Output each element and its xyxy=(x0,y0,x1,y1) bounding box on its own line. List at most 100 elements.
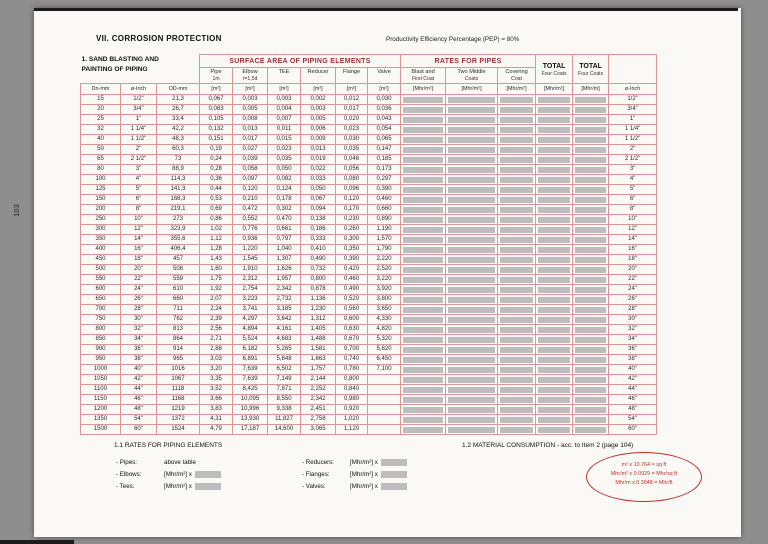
inch-cell: 10" xyxy=(608,214,658,225)
area-cell: 0,120 xyxy=(335,194,369,205)
blank-rate-box xyxy=(448,246,496,253)
blank-rate-box xyxy=(500,216,534,223)
column-header: Elbow r=1,5d xyxy=(232,67,269,84)
rate-cell xyxy=(445,394,499,405)
area-cell: 0,936 xyxy=(232,234,269,245)
area-cell: 2,71 xyxy=(199,334,234,345)
area-cell: 2,732 xyxy=(267,294,302,305)
blank-rate-box xyxy=(448,416,496,423)
size-cell: 914 xyxy=(155,344,201,355)
rate-cell xyxy=(572,304,610,315)
inch-cell: 16" xyxy=(608,244,658,255)
area-cell: 0,035 xyxy=(335,144,369,155)
table-row: 65 2 1/2" 73 0,24 0,039 0,035 0,019 0,046 0,185 2… xyxy=(80,154,658,165)
blank-rate-box xyxy=(500,396,534,403)
blank-rate-box xyxy=(448,296,496,303)
blank-rate-box xyxy=(448,256,496,263)
size-cell: 48" xyxy=(120,404,157,415)
area-cell: 0,890 xyxy=(367,214,402,225)
size-cell: 30" xyxy=(120,314,157,325)
area-cell: 0,560 xyxy=(335,304,369,315)
blank-rate-box xyxy=(575,406,607,413)
rate-cell xyxy=(497,304,537,315)
area-cell: 8,550 xyxy=(267,394,302,405)
size-cell: 36" xyxy=(120,344,157,355)
size-cell: 80 xyxy=(80,164,121,175)
area-cell: 1,136 xyxy=(300,294,337,305)
size-cell: 219,1 xyxy=(155,204,201,215)
blank-rate-box xyxy=(403,106,444,113)
size-cell: 1000 xyxy=(80,364,121,375)
blank-rate-box xyxy=(538,196,571,203)
area-cell: 4,683 xyxy=(267,334,302,345)
rate-cell xyxy=(445,314,499,325)
area-cell: 0,003 xyxy=(267,94,302,105)
column-header-line2: Coats xyxy=(464,76,479,82)
inch-cell: 1 1/4" xyxy=(608,124,658,135)
area-cell: 0,027 xyxy=(232,144,269,155)
area-cell: 0,661 xyxy=(267,224,302,235)
inch-cell: 22" xyxy=(608,274,658,285)
rate-cell xyxy=(497,134,537,145)
rate-cell xyxy=(535,124,574,135)
blank-rate-box xyxy=(575,236,607,243)
size-cell: 1372 xyxy=(155,414,201,425)
area-cell: 0,230 xyxy=(335,214,369,225)
blank-rate-box xyxy=(448,116,496,123)
size-cell: 1200 xyxy=(80,404,121,415)
rate-cell xyxy=(400,304,447,315)
area-cell: 0,082 xyxy=(267,174,302,185)
size-cell: 650 xyxy=(80,294,121,305)
rate-cell xyxy=(497,394,537,405)
blank-rate-box xyxy=(538,356,571,363)
blank-rate-box xyxy=(538,166,571,173)
blank-rate-box xyxy=(575,216,607,223)
area-cell: 1,581 xyxy=(300,344,337,355)
rate-cell xyxy=(445,284,499,295)
blank-rate-box xyxy=(575,166,607,173)
total-header-line1: TOTAL xyxy=(542,62,566,70)
size-cell: 33,4 xyxy=(155,114,201,125)
rate-cell xyxy=(400,244,447,255)
blank-rate-box xyxy=(575,296,607,303)
size-cell: 5" xyxy=(120,184,157,195)
table-row: 100 4" 114,3 0,36 0,097 0,082 0,033 0,080 0,297 4… xyxy=(80,174,658,185)
rate-cell xyxy=(572,154,610,165)
area-cell: 0,007 xyxy=(267,114,302,125)
rate-cell xyxy=(400,254,447,265)
area-cell: 0,015 xyxy=(267,134,302,145)
inch-cell: 24" xyxy=(608,284,658,295)
rate-cell xyxy=(445,374,499,385)
table-row: 950 38" 965 3,03 6,891 5,848 1,663 0,740 6,450 38… xyxy=(80,354,658,365)
area-cell: 2,56 xyxy=(199,324,234,335)
rate-cell xyxy=(535,364,574,375)
table-row: 1000 40" 1016 3,20 7,639 6,502 1,757 0,780 7,100… xyxy=(80,364,658,375)
rate-cell xyxy=(572,104,610,115)
size-cell: 3" xyxy=(120,164,157,175)
rate-cell xyxy=(400,364,447,375)
area-cell: 4,31 xyxy=(199,414,234,425)
rate-cell xyxy=(445,134,499,145)
table-row: 1350 54" 1372 4,31 13,930 11,827 2,758 1,020 54" xyxy=(80,414,658,425)
rate-cell xyxy=(535,264,574,275)
piping-table: 1. SAND BLASTING AND PAINTING OF PIPING SU… xyxy=(80,54,658,435)
surface-area-group-header: SURFACE AREA OF PIPING ELEMENTS xyxy=(199,54,402,68)
conversion-note: m² x 10.764 = sq ft Mhr/m² x 0.0929 = Mhr… xyxy=(586,452,702,502)
size-cell: 10" xyxy=(120,214,157,225)
rate-cell xyxy=(445,414,499,425)
rate-cell xyxy=(445,234,499,245)
area-cell: 4,820 xyxy=(367,324,402,335)
blank-rate-box xyxy=(500,316,534,323)
blank-rate-box xyxy=(500,236,534,243)
size-cell: 1524 xyxy=(155,424,201,435)
blank-rate-box xyxy=(500,266,534,273)
column-header-line1: Flange xyxy=(342,69,361,75)
blank-rate-box xyxy=(500,136,534,143)
column-header: Blast and First Coat xyxy=(400,67,447,84)
area-cell: 0,003 xyxy=(232,94,269,105)
size-cell: 850 xyxy=(80,334,121,345)
rate-cell xyxy=(445,194,499,205)
area-cell: 0,470 xyxy=(267,214,302,225)
table-row: 850 34" 864 2,71 5,524 4,683 1,488 0,670 5,320 34… xyxy=(80,334,658,345)
area-cell: 0,017 xyxy=(232,134,269,145)
